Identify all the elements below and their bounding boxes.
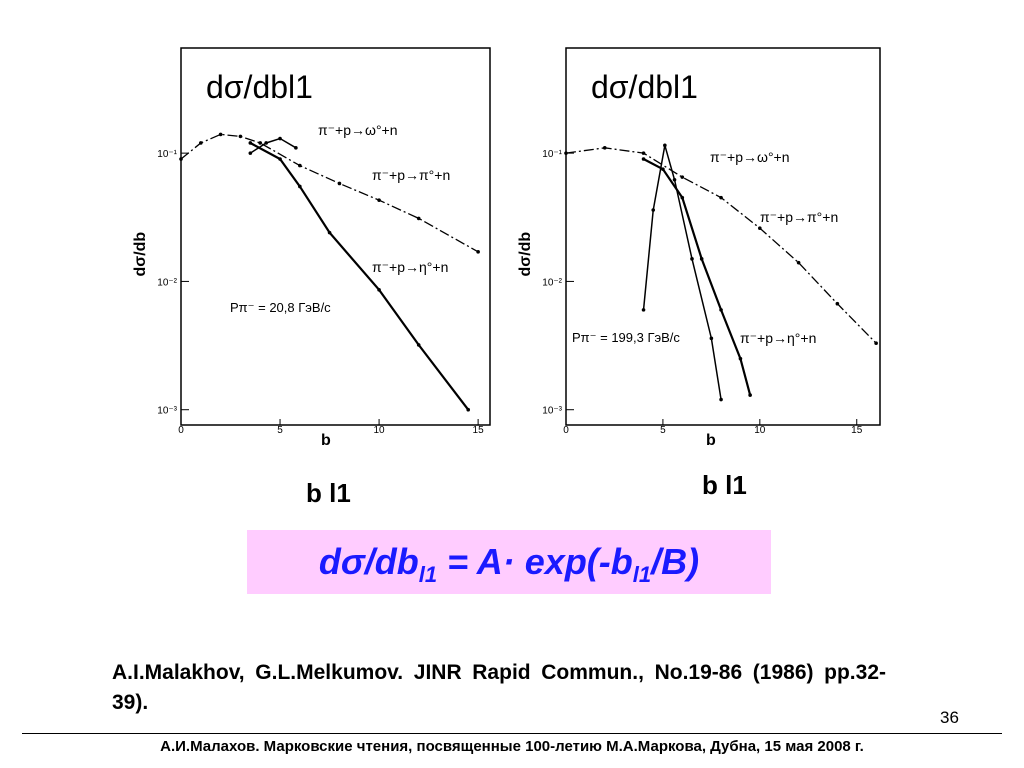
formula-sub: l1 [632, 562, 652, 588]
data-point [874, 341, 878, 345]
data-point [672, 177, 677, 182]
data-point [218, 132, 223, 137]
data-point [796, 260, 801, 265]
x-tick-label: 15 [473, 425, 485, 436]
formula-part: dσ/db [318, 541, 419, 582]
series-line [180, 133, 479, 253]
data-point [248, 151, 253, 155]
data-point [416, 216, 421, 221]
data-point [248, 141, 253, 145]
data-point [690, 257, 694, 261]
x-tick-label: 10 [754, 425, 766, 436]
data-point [641, 308, 646, 312]
x-tick-label: 15 [851, 425, 863, 436]
data-point [663, 143, 667, 148]
data-point [179, 157, 183, 161]
y-tick-label: 10⁻² [542, 277, 562, 288]
data-point [199, 141, 203, 145]
y-tick-label: 10⁻¹ [157, 149, 177, 160]
data-point [564, 151, 568, 155]
x-tick-label: 0 [178, 425, 184, 436]
formula-sub: l1 [418, 562, 438, 588]
series-line [565, 147, 877, 344]
data-point [377, 288, 381, 292]
footer: А.И.Малахов. Марковские чтения, посвящен… [160, 738, 864, 755]
annotation: Pπ⁻ = 20,8 ГэВ/с [230, 300, 331, 315]
series-label: π⁻+p→ω°+n [318, 122, 398, 138]
y-tick-label: 10⁻³ [542, 406, 562, 417]
data-point [719, 308, 723, 312]
data-point [709, 336, 714, 341]
series-label: π⁻+p→η°+n [372, 259, 448, 275]
data-point [238, 134, 243, 139]
data-point [738, 356, 743, 361]
x-tick-label: 10 [374, 425, 386, 436]
data-point [758, 226, 762, 230]
data-point [298, 184, 302, 189]
y-axis-label: dσ/db [517, 232, 534, 277]
data-point [337, 181, 342, 186]
reference: A.I.Malakhov, G.L.Melkumov. JINR Rapid C… [112, 661, 886, 714]
data-point [641, 157, 646, 161]
data-point [466, 407, 471, 412]
formula-part: = A· exp(-b [437, 541, 633, 582]
data-point [377, 198, 381, 202]
formula: dσ/dbl1 = A· exp(-bl1/B) [247, 530, 771, 594]
data-point [476, 250, 480, 254]
series-label: π⁻+p→π°+n [372, 167, 450, 183]
chart-title: dσ/dbl1 [206, 69, 313, 105]
data-point [835, 301, 840, 306]
series-label: π⁻+p→η°+n [740, 330, 816, 346]
plot-frame [180, 47, 491, 426]
x-tick-label: 5 [277, 425, 283, 436]
series-label: π⁻+p→π°+n [760, 209, 838, 225]
data-point [416, 343, 421, 347]
data-point [602, 146, 607, 150]
plot-frame [565, 47, 881, 426]
chart-title: dσ/dbl1 [591, 69, 698, 105]
annotation: Pπ⁻ = 199,3 ГэВ/с [572, 330, 680, 345]
data-point [719, 397, 723, 402]
data-point [278, 157, 282, 161]
b-label: b l1 [702, 470, 747, 500]
page-number: 36 [940, 708, 959, 727]
series-line [642, 145, 722, 400]
data-point [294, 146, 298, 150]
y-tick-label: 10⁻¹ [542, 149, 562, 160]
x-tick-label: 5 [660, 425, 666, 436]
data-point [258, 141, 263, 145]
data-point [680, 195, 685, 200]
data-point [651, 208, 656, 212]
data-point [748, 393, 752, 397]
data-point [661, 167, 665, 171]
data-point [719, 195, 723, 200]
formula-part: /B) [651, 541, 700, 582]
data-point [264, 141, 268, 145]
data-point [699, 257, 704, 261]
data-point [641, 151, 646, 155]
footer-rule [22, 733, 1002, 734]
y-tick-label: 10⁻³ [157, 406, 177, 417]
y-tick-label: 10⁻² [157, 277, 177, 288]
x-axis-label: b [321, 432, 331, 449]
x-tick-label: 0 [563, 425, 569, 436]
data-point [278, 136, 282, 141]
data-point [298, 163, 302, 168]
data-point [680, 175, 685, 179]
data-point [327, 230, 332, 235]
series-label: π⁻+p→ω°+n [710, 149, 790, 165]
b-label: b l1 [306, 478, 351, 508]
y-axis-label: dσ/db [132, 232, 149, 277]
x-axis-label: b [706, 432, 716, 449]
